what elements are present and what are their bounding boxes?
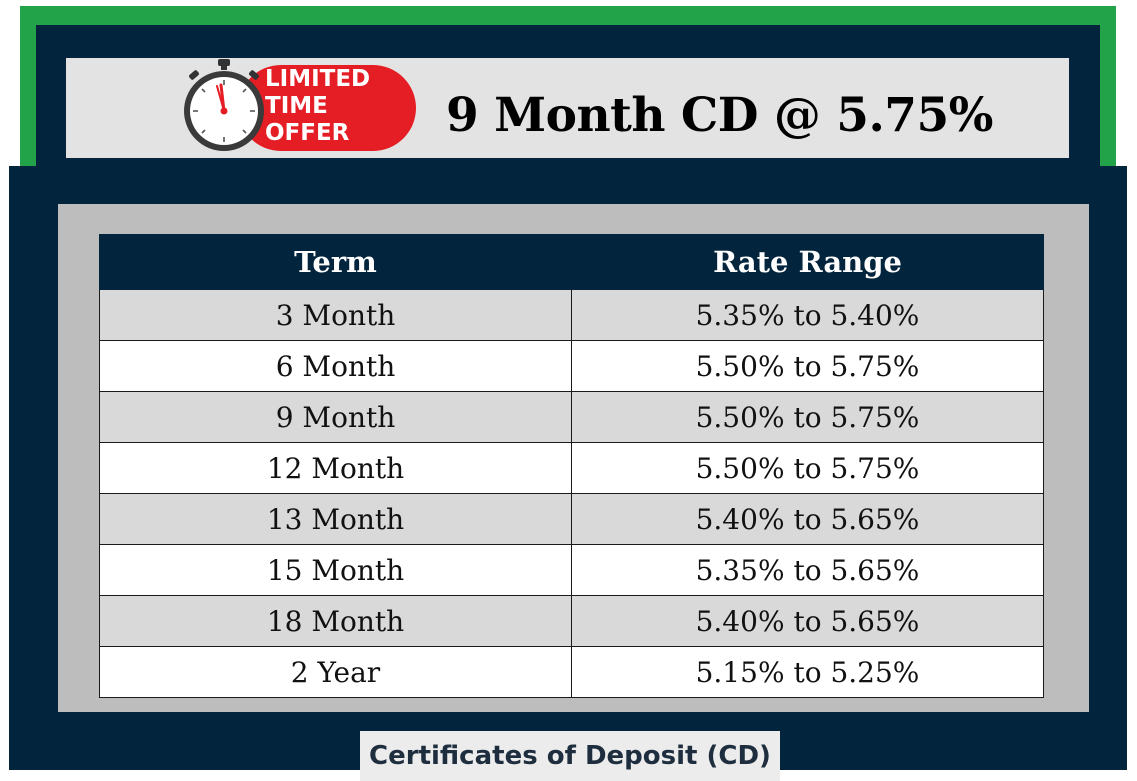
table-row: 2 Year 5.15% to 5.25% — [99, 646, 1044, 698]
rate-cell: 5.35% to 5.40% — [571, 289, 1044, 341]
rate-cell: 5.15% to 5.25% — [571, 646, 1044, 698]
table-header-row: Term Rate Range — [99, 234, 1044, 290]
footer-caption: Certificates of Deposit (CD) — [360, 731, 780, 781]
table-row: 13 Month 5.40% to 5.65% — [99, 493, 1044, 545]
limited-offer-badge — [238, 65, 416, 151]
rate-cell: 5.35% to 5.65% — [571, 544, 1044, 596]
rate-range-header: Rate Range — [571, 234, 1044, 290]
badge-line-3: OFFER — [265, 120, 350, 146]
term-cell: 15 Month — [99, 544, 572, 596]
table-row: 6 Month 5.50% to 5.75% — [99, 340, 1044, 392]
stopwatch-icon — [184, 59, 264, 151]
badge-line-2: TIME — [265, 93, 328, 119]
table-row: 3 Month 5.35% to 5.40% — [99, 289, 1044, 341]
term-cell: 18 Month — [99, 595, 572, 647]
term-cell: 13 Month — [99, 493, 572, 545]
rate-cell: 5.50% to 5.75% — [571, 340, 1044, 392]
term-cell: 2 Year — [99, 646, 572, 698]
rate-cell: 5.50% to 5.75% — [571, 442, 1044, 494]
badge-line-1: LIMITED — [265, 66, 371, 92]
table-row: 12 Month 5.50% to 5.75% — [99, 442, 1044, 494]
term-cell: 9 Month — [99, 391, 572, 443]
table-row: 9 Month 5.50% to 5.75% — [99, 391, 1044, 443]
table-row: 18 Month 5.40% to 5.65% — [99, 595, 1044, 647]
rates-table: Term Rate Range 3 Month 5.35% to 5.40% 6… — [99, 234, 1044, 698]
rate-cell: 5.40% to 5.65% — [571, 595, 1044, 647]
term-cell: 6 Month — [99, 340, 572, 392]
rate-cell: 5.50% to 5.75% — [571, 391, 1044, 443]
rate-cell: 5.40% to 5.65% — [571, 493, 1044, 545]
offer-title: 9 Month CD @ 5.75% — [446, 88, 993, 143]
term-header: Term — [99, 234, 572, 290]
limited-offer-text: LIMITED TIME OFFER — [265, 66, 415, 147]
term-cell: 3 Month — [99, 289, 572, 341]
term-cell: 12 Month — [99, 442, 572, 494]
table-row: 15 Month 5.35% to 5.65% — [99, 544, 1044, 596]
